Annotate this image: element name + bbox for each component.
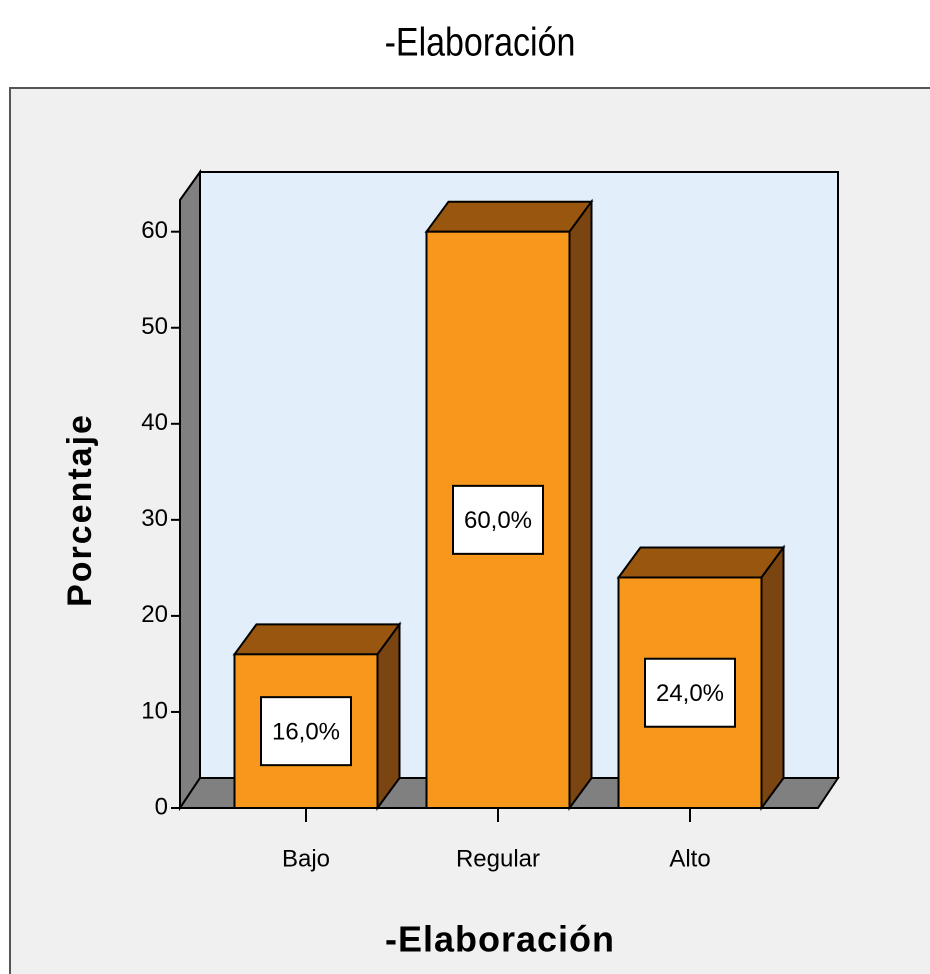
value-label: 24,0% [656, 680, 724, 707]
y-tick-label: 10 [141, 697, 168, 724]
value-label-box [644, 657, 736, 728]
value-label-box [260, 696, 352, 767]
value-label: 60,0% [464, 507, 532, 534]
value-label-box [452, 484, 544, 555]
y-tick-label: 40 [141, 409, 168, 436]
y-axis-label: Porcentaje [61, 413, 99, 607]
bar-top [616, 546, 786, 579]
y-tick-label: 30 [141, 505, 168, 532]
y-tick-label: 0 [155, 793, 168, 820]
bar-side [376, 621, 401, 812]
bar-top [232, 623, 402, 656]
bar-top [424, 200, 594, 233]
bar-side [568, 198, 593, 812]
y-tick-label: 60 [141, 217, 168, 244]
bar-side [760, 544, 785, 812]
chart-title: -Elaboración [385, 19, 576, 64]
x-tick-label: Bajo [282, 845, 330, 872]
y-tick-label: 20 [141, 601, 168, 628]
x-axis-label: -Elaboración [385, 919, 615, 960]
x-tick-label: Regular [456, 845, 540, 872]
value-label: 16,0% [272, 719, 340, 746]
side-wall [179, 168, 201, 812]
y-tick-label: 50 [141, 313, 168, 340]
x-tick-label: Alto [669, 845, 710, 872]
